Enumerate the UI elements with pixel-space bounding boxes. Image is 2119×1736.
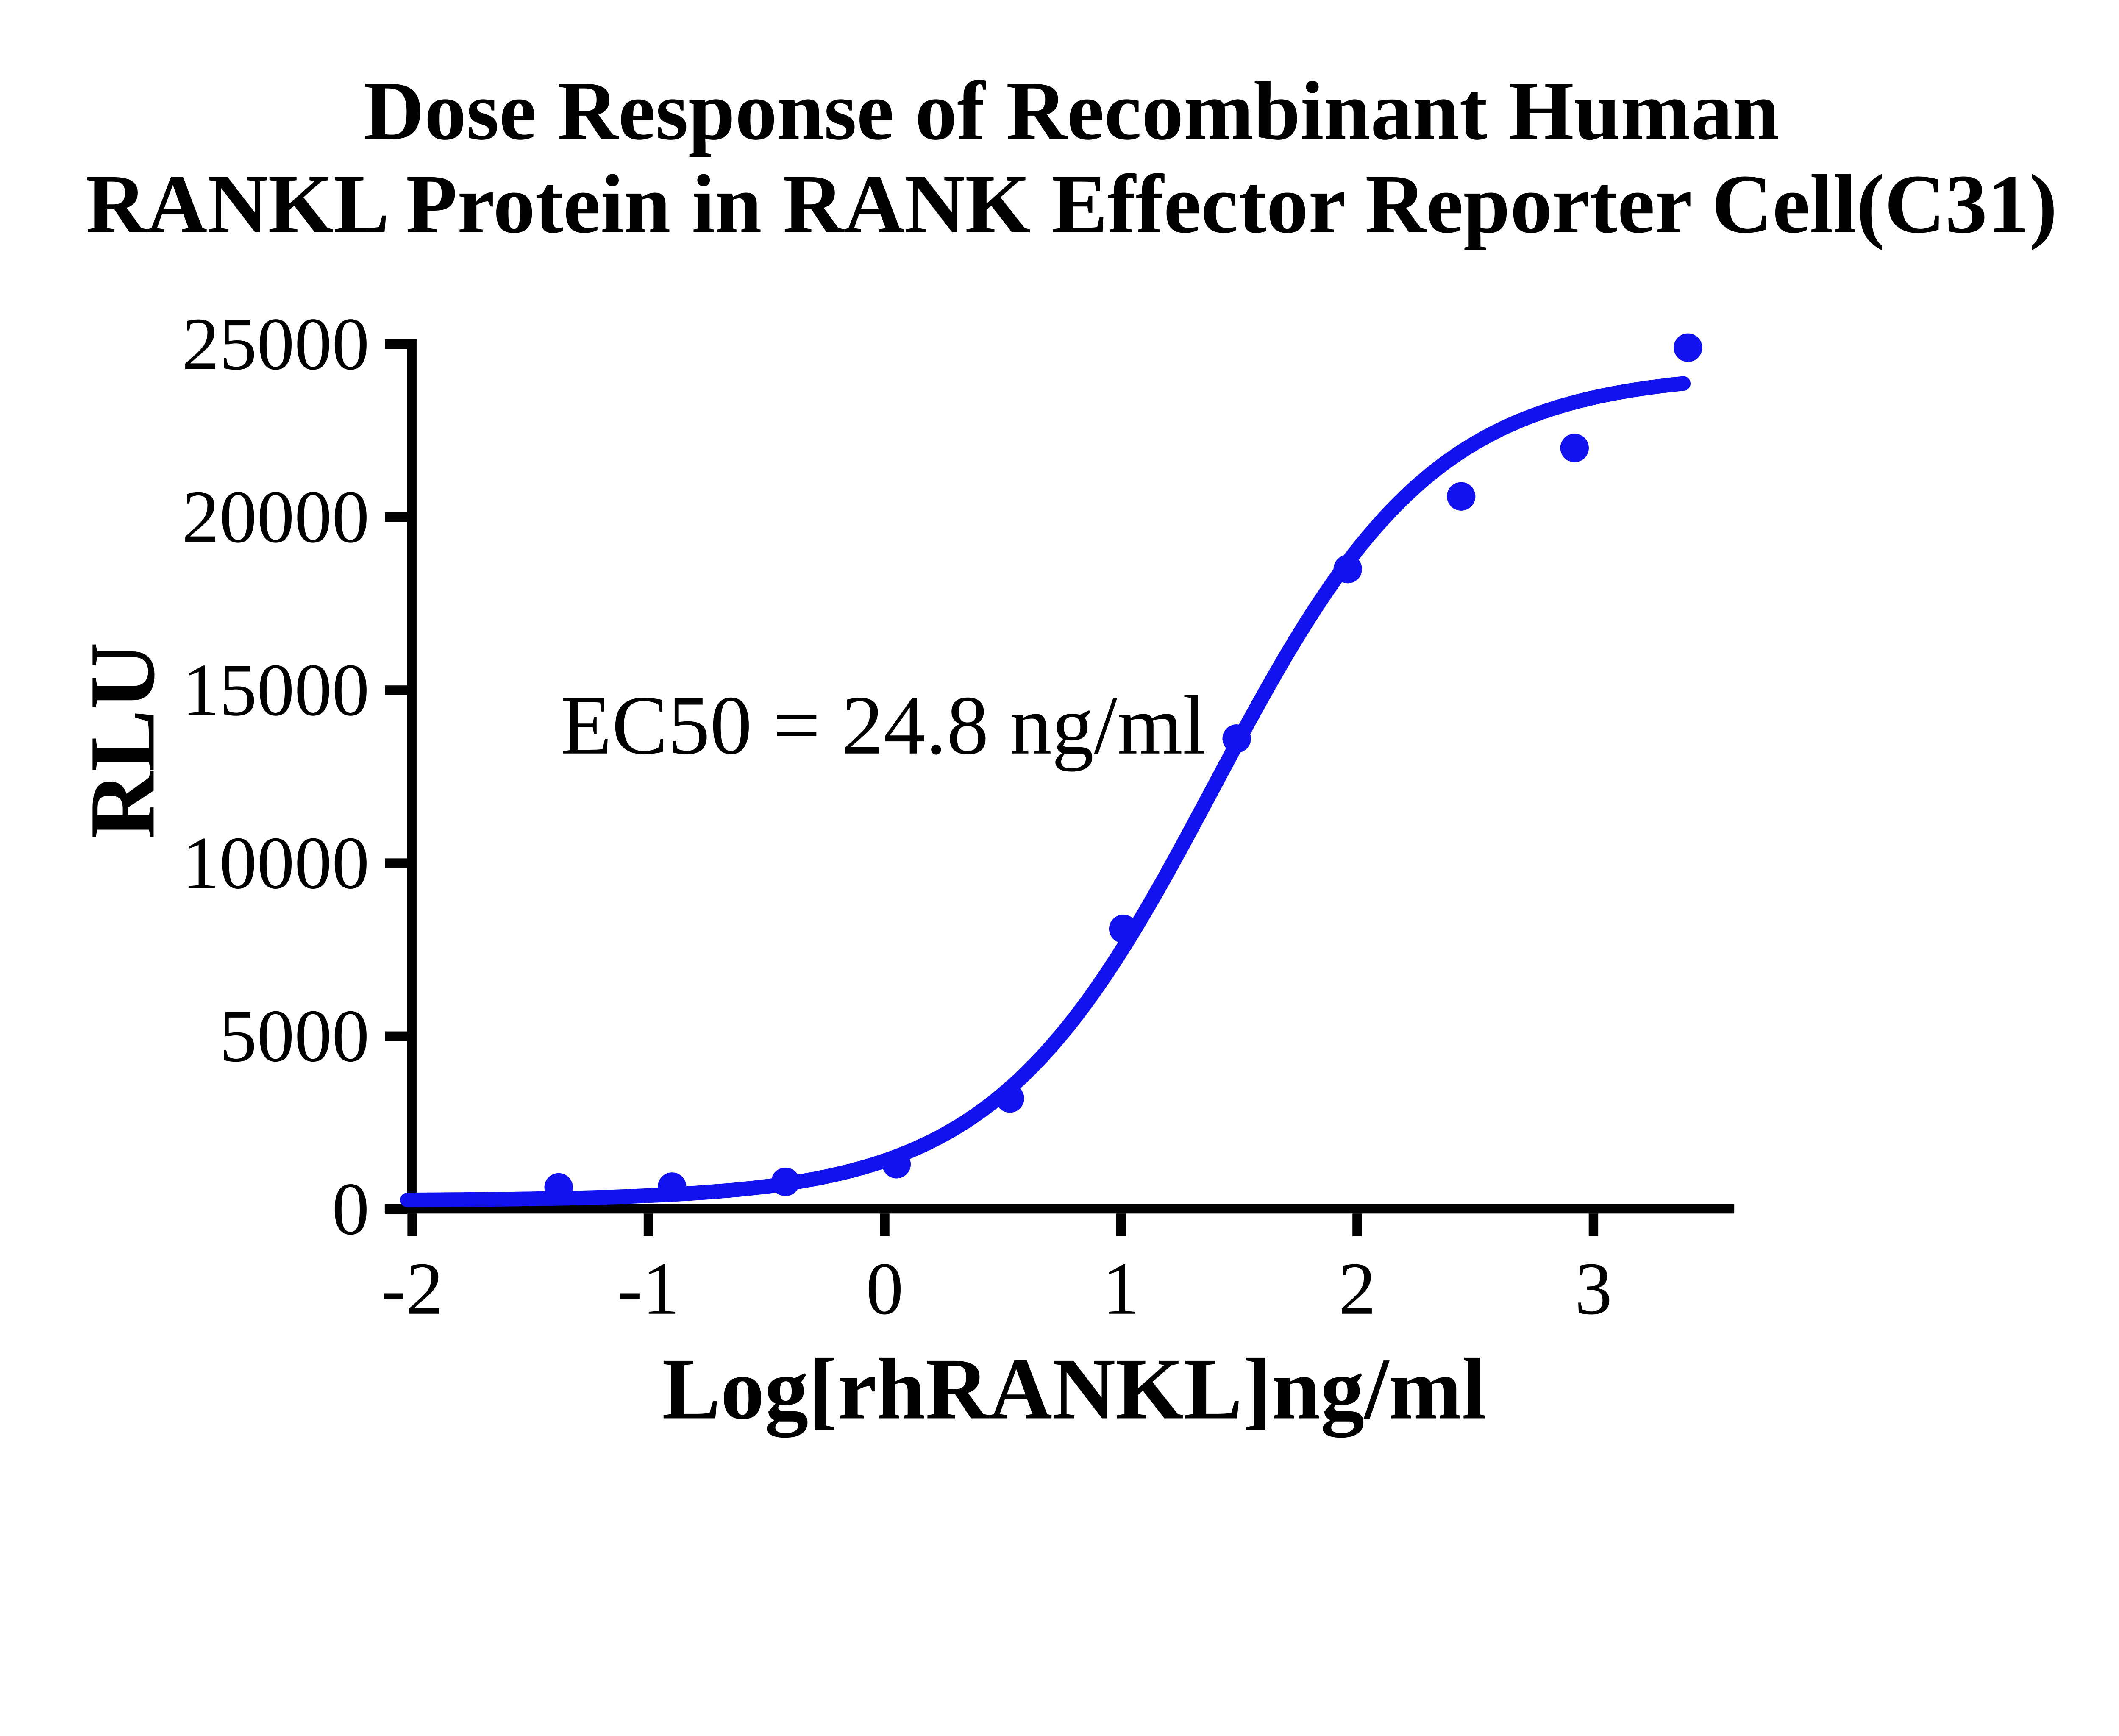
- x-tick-label: 0: [866, 1247, 903, 1330]
- x-axis-title: Log[rhRANKL]ng/ml: [662, 1340, 1486, 1438]
- x-tick-label: -1: [617, 1247, 679, 1330]
- dose-response-fit-curve: [400, 376, 1691, 1207]
- data-point: [882, 1150, 911, 1179]
- y-tick: [385, 339, 407, 349]
- x-axis-ticks: [407, 1213, 1599, 1236]
- y-axis-title: RLU: [70, 642, 174, 839]
- chart-title-line-1: Dose Response of Recombinant Human: [364, 64, 1780, 157]
- data-point: [544, 1173, 573, 1202]
- x-tick-label: -2: [381, 1247, 443, 1330]
- x-tick: [643, 1213, 653, 1236]
- y-tick-label: 0: [332, 1168, 369, 1251]
- y-axis-ticks: [385, 339, 407, 1214]
- data-point: [771, 1167, 800, 1196]
- x-tick: [1116, 1213, 1126, 1236]
- y-tick-label: 25000: [182, 303, 369, 386]
- y-tick-label: 10000: [182, 821, 369, 904]
- data-point: [1447, 482, 1476, 511]
- y-tick: [385, 1204, 407, 1214]
- x-axis-tick-labels: -2 -1 0 1 2 3: [381, 1247, 1612, 1330]
- y-tick: [385, 685, 407, 695]
- data-point: [1222, 724, 1251, 753]
- y-axis-tick-labels: 0 5000 10000 15000 20000 25000: [182, 303, 369, 1251]
- data-point: [1333, 555, 1362, 584]
- ec50-annotation: EC50 = 24.8 ng/ml: [560, 679, 1206, 772]
- y-tick: [385, 1031, 407, 1041]
- y-tick-label: 5000: [220, 994, 370, 1077]
- data-point: [1560, 434, 1589, 462]
- x-tick: [1352, 1213, 1362, 1236]
- x-tick-label: 2: [1338, 1247, 1376, 1330]
- x-axis-line: [384, 1204, 1735, 1214]
- dose-response-chart: Dose Response of Recombinant Human RANKL…: [70, 64, 2058, 1438]
- data-point-series: [544, 333, 1702, 1202]
- data-point: [1109, 915, 1138, 943]
- y-tick: [385, 858, 407, 868]
- y-axis-line: [407, 339, 417, 1214]
- y-tick: [385, 512, 407, 522]
- axes: [384, 339, 1735, 1214]
- x-tick: [1588, 1213, 1599, 1236]
- data-point: [1674, 333, 1702, 362]
- y-tick-label: 20000: [182, 476, 369, 559]
- x-tick: [880, 1213, 890, 1236]
- y-tick-label: 15000: [182, 648, 369, 732]
- data-point: [658, 1172, 687, 1201]
- dose-response-figure: Dose Response of Recombinant Human RANKL…: [70, 64, 2058, 1438]
- x-tick-label: 1: [1102, 1247, 1140, 1330]
- x-tick-label: 3: [1575, 1247, 1612, 1330]
- chart-title-line-2: RANKL Protein in RANK Effector Reporter …: [86, 157, 2057, 250]
- x-tick: [407, 1213, 417, 1236]
- data-point: [996, 1084, 1024, 1113]
